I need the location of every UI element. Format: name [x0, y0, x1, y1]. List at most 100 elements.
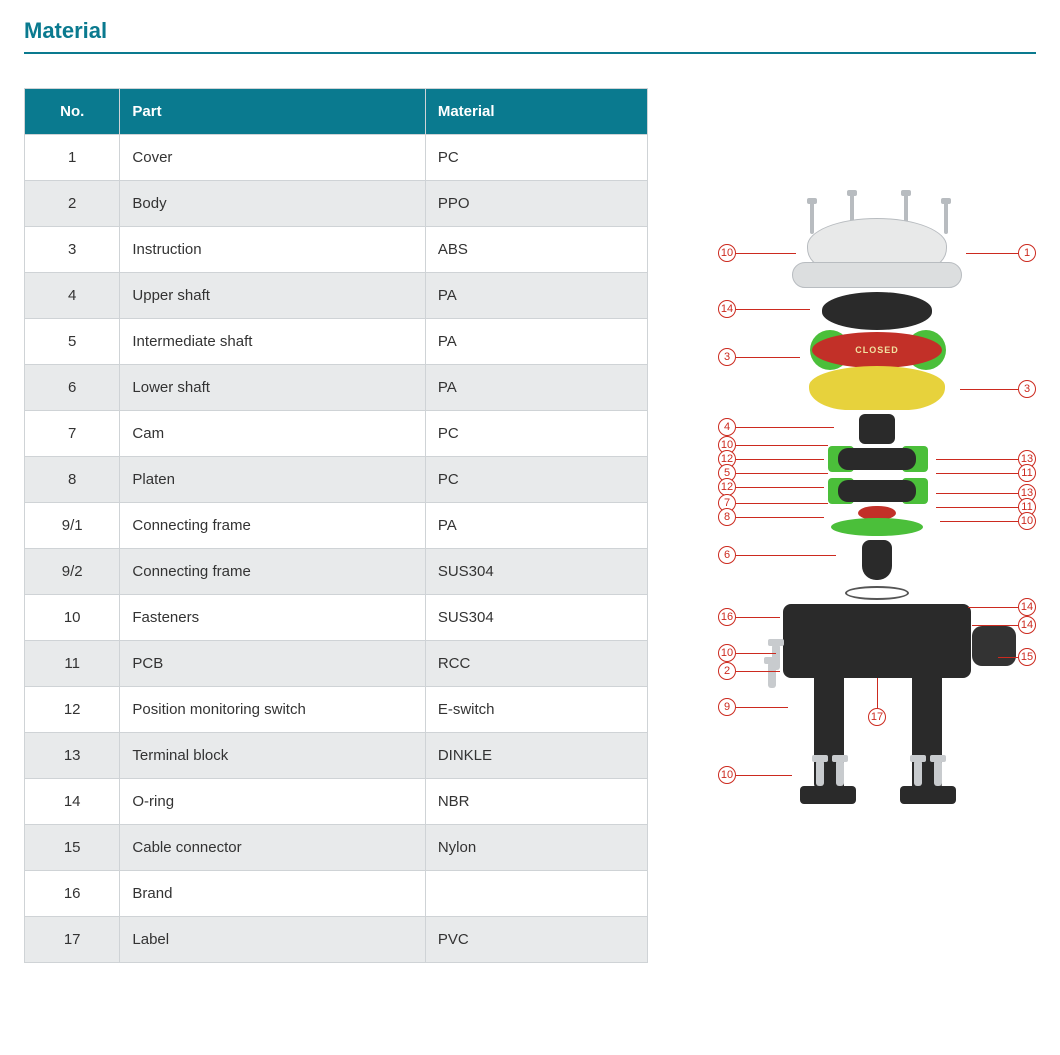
table-row: 15Cable connectorNylon: [25, 825, 648, 871]
callout-number: 3: [718, 348, 736, 366]
part-oring: [845, 586, 909, 600]
cell-material: PC: [425, 135, 647, 181]
bolt-icon: [934, 760, 942, 786]
part-foot: [800, 786, 856, 804]
section-rule: [24, 52, 1036, 54]
callout-leader: [966, 253, 1018, 254]
part-indicator-closed: CLOSED: [812, 332, 942, 368]
callout-number: 10: [1018, 512, 1036, 530]
cell-no: 7: [25, 411, 120, 457]
callout-number: 2: [718, 662, 736, 680]
cell-part: Lower shaft: [120, 365, 425, 411]
cell-no: 15: [25, 825, 120, 871]
cell-material: NBR: [425, 779, 647, 825]
table-row: 3InstructionABS: [25, 227, 648, 273]
callout: 3: [960, 380, 1036, 398]
callout-leader: [940, 521, 1018, 522]
callout-leader: [736, 445, 828, 446]
cell-material: PC: [425, 411, 647, 457]
callout-leader: [736, 617, 780, 618]
callout: 11: [936, 464, 1036, 482]
col-header-part: Part: [120, 89, 425, 135]
cell-no: 17: [25, 917, 120, 963]
callout-leader: [968, 607, 1018, 608]
callout-leader: [736, 517, 824, 518]
cell-part: Body: [120, 181, 425, 227]
part-cover-top: [807, 218, 947, 268]
col-header-no: No.: [25, 89, 120, 135]
table-row: 7CamPC: [25, 411, 648, 457]
callout: 15: [998, 648, 1036, 666]
cell-material: RCC: [425, 641, 647, 687]
bolt-icon: [914, 760, 922, 786]
cell-part: Instruction: [120, 227, 425, 273]
cell-part: Brand: [120, 871, 425, 917]
callout: 10: [718, 244, 796, 262]
part-body: [783, 604, 971, 678]
callout-leader: [736, 427, 834, 428]
cell-material: SUS304: [425, 595, 647, 641]
callout-number: 15: [1018, 648, 1036, 666]
callout: 3: [718, 348, 800, 366]
callout-leader: [736, 707, 788, 708]
cell-material: DINKLE: [425, 733, 647, 779]
screw-icon: [944, 202, 948, 234]
table-header-row: No. Part Material: [25, 89, 648, 135]
callout-number: 6: [718, 546, 736, 564]
cell-no: 3: [25, 227, 120, 273]
callout-leader: [736, 357, 800, 358]
callout-leader: [936, 459, 1018, 460]
callout-number: 1: [1018, 244, 1036, 262]
cell-part: Cover: [120, 135, 425, 181]
table-row: 6Lower shaftPA: [25, 365, 648, 411]
cell-no: 16: [25, 871, 120, 917]
part-platen: [831, 518, 923, 536]
cell-no: 5: [25, 319, 120, 365]
table-row: 11PCBRCC: [25, 641, 648, 687]
cell-part: Position monitoring switch: [120, 687, 425, 733]
cell-part: PCB: [120, 641, 425, 687]
cell-no: 9/2: [25, 549, 120, 595]
callout-number: 11: [1018, 464, 1036, 482]
callout-leader: [736, 775, 792, 776]
callout: 14: [968, 598, 1036, 616]
cell-material: PA: [425, 273, 647, 319]
part-indicator-base: [809, 366, 945, 410]
callout: 14: [972, 616, 1036, 634]
section-title: Material: [24, 18, 1036, 44]
cell-no: 9/1: [25, 503, 120, 549]
callout: 8: [718, 508, 824, 526]
cell-part: Cable connector: [120, 825, 425, 871]
callout-number: 9: [718, 698, 736, 716]
col-header-material: Material: [425, 89, 647, 135]
callout: 16: [718, 608, 780, 626]
callout: 10: [718, 766, 792, 784]
callout-leader: [998, 657, 1018, 658]
callout-number: 10: [718, 766, 736, 784]
cell-material: PA: [425, 319, 647, 365]
cell-no: 1: [25, 135, 120, 181]
callout-number: 14: [718, 300, 736, 318]
cell-no: 11: [25, 641, 120, 687]
part-cover-base: [792, 262, 962, 288]
cell-no: 6: [25, 365, 120, 411]
table-body: 1CoverPC2BodyPPO3InstructionABS4Upper sh…: [25, 135, 648, 963]
cell-part: Upper shaft: [120, 273, 425, 319]
callout-number: 8: [718, 508, 736, 526]
table-row: 1CoverPC: [25, 135, 648, 181]
callout: 6: [718, 546, 836, 564]
callout-leader: [736, 671, 780, 672]
cell-material: PVC: [425, 917, 647, 963]
callout-number: 14: [1018, 598, 1036, 616]
cell-no: 14: [25, 779, 120, 825]
cell-part: Intermediate shaft: [120, 319, 425, 365]
callout-number: 3: [1018, 380, 1036, 398]
part-oring-upper: [822, 292, 932, 330]
callout: 1: [966, 244, 1036, 262]
callout-leader: [736, 253, 796, 254]
part-upper-shaft: [859, 414, 895, 444]
cell-material: ABS: [425, 227, 647, 273]
callout: 9: [718, 698, 788, 716]
table-row: 14O-ringNBR: [25, 779, 648, 825]
callout-leader: [936, 493, 1018, 494]
